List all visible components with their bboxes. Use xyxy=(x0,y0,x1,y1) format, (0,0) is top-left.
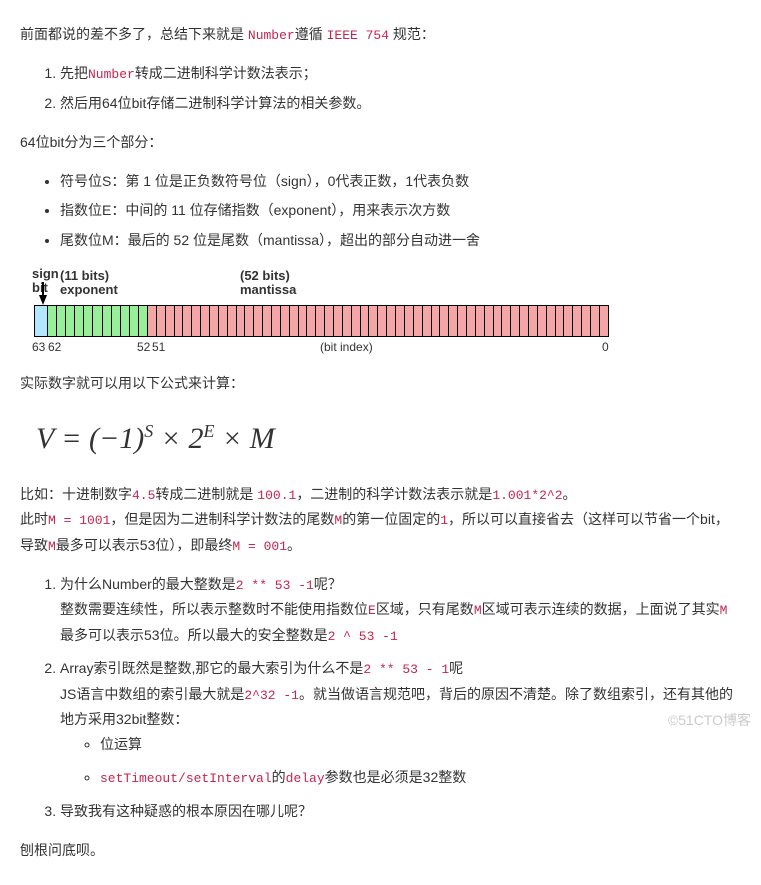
parts-intro: 64位bit分为三个部分： xyxy=(20,130,741,155)
code-number: Number xyxy=(248,28,295,43)
ieee754-diagram: signbit (11 bits)exponent (52 bits)manti… xyxy=(20,267,620,357)
question-2: Array索引既然是整数,那它的最大索引为什么不是2 ** 53 - 1呢 JS… xyxy=(60,656,741,791)
question-3: 导致我有这种疑惑的根本原因在哪儿呢？ xyxy=(60,799,741,824)
bit-index-label: (bit index) xyxy=(320,337,373,359)
bit-index-0: 0 xyxy=(602,337,609,359)
bit-index-62: 62 xyxy=(48,337,61,359)
code-232: 2^32 -1 xyxy=(244,688,299,703)
arrow-down-icon xyxy=(39,295,47,305)
sign-label: signbit xyxy=(32,267,59,296)
code-m2: M xyxy=(48,539,56,554)
code-sci: 1.001*2^2 xyxy=(492,488,562,503)
code-number: Number xyxy=(88,67,135,82)
questions-list: 为什么Number的最大整数是2 ** 53 -1呢？ 整数需要连续性，所以表示… xyxy=(20,572,741,824)
bit-parts-list: 符号位S：第 1 位是正负数符号位（sign），0代表正数，1代表负数 指数位E… xyxy=(20,169,741,253)
question-1: 为什么Number的最大整数是2 ** 53 -1呢？ 整数需要连续性，所以表示… xyxy=(60,572,741,648)
step-2: 然后用64位bit存储二进制科学计算法的相关参数。 xyxy=(60,91,741,116)
sign-bit xyxy=(35,306,48,336)
code-45: 4.5 xyxy=(132,488,155,503)
bit-index-63: 63 xyxy=(32,337,45,359)
code-m001: M = 001 xyxy=(232,539,287,554)
example-line1: 比如：十进制数字4.5转成二进制就是 100.1，二进制的科学计数法表示就是1.… xyxy=(20,482,741,558)
code-253b: 2 ^ 53 -1 xyxy=(328,629,398,644)
summary-steps: 先把Number转成二进制科学计数法表示； 然后用64位bit存储二进制科学计算… xyxy=(20,61,741,116)
conclusion: 刨根问底呗。 xyxy=(20,838,741,863)
part-sign: 符号位S：第 1 位是正负数符号位（sign），0代表正数，1代表负数 xyxy=(60,169,741,194)
formula: V = (−1)S × 2E × M xyxy=(36,412,725,466)
code-1: 1 xyxy=(440,513,448,528)
code-e: E xyxy=(368,603,376,618)
code-m3: M xyxy=(474,603,482,618)
code-253c: 2 ** 53 - 1 xyxy=(363,662,449,677)
q2-sublist: 位运算 setTimeout/setInterval的delay参数也是必须是3… xyxy=(60,732,741,791)
exponent-label: (11 bits)exponent xyxy=(60,269,118,298)
mantissa-bits xyxy=(148,306,608,336)
code-delay: delay xyxy=(286,771,325,786)
mantissa-label: (52 bits)mantissa xyxy=(240,269,296,298)
code-settimeout: setTimeout/setInterval xyxy=(100,771,272,786)
q2-item-bitop: 位运算 xyxy=(100,732,741,757)
intro-paragraph: 前面都说的差不多了，总结下来就是 Number遵循 IEEE 754 规范： xyxy=(20,22,741,47)
bit-index-52: 52 xyxy=(137,337,150,359)
part-exponent: 指数位E：中间的 11 位存储指数（exponent），用来表示次方数 xyxy=(60,198,741,223)
bit-index-51: 51 xyxy=(152,337,165,359)
q2-item-timeout: setTimeout/setInterval的delay参数也是必须是32整数 xyxy=(100,765,741,790)
code-m1001: M = 1001 xyxy=(48,513,110,528)
bits-visualization xyxy=(34,305,609,337)
code-253: 2 ** 53 -1 xyxy=(236,578,314,593)
code-ieee754: IEEE 754 xyxy=(327,28,389,43)
code-m4: M xyxy=(720,603,728,618)
step-1: 先把Number转成二进制科学计数法表示； xyxy=(60,61,741,86)
part-mantissa: 尾数位M：最后的 52 位是尾数（mantissa），超出的部分自动进一舍 xyxy=(60,228,741,253)
arrow-icon xyxy=(42,282,44,296)
calc-intro: 实际数字就可以用以下公式来计算： xyxy=(20,371,741,396)
exponent-bits xyxy=(48,306,148,336)
code-1001: 100.1 xyxy=(257,488,296,503)
